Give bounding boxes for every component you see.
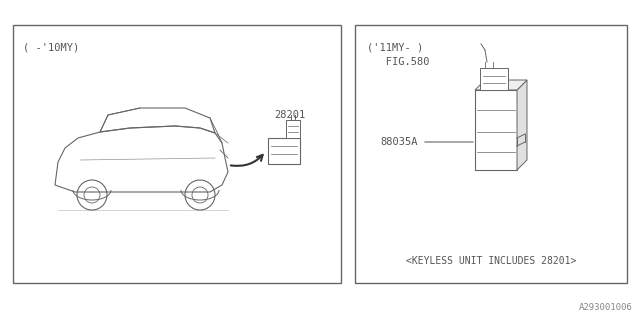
Polygon shape [475,80,527,90]
Text: ('11MY- ): ('11MY- ) [367,43,423,53]
Bar [268,138,300,164]
Bar [286,120,300,138]
Bar [475,90,517,170]
Bar [355,25,627,283]
Text: A293001006: A293001006 [579,303,633,312]
Bar [480,68,508,90]
Text: 88035A: 88035A [380,137,417,147]
Text: ( -'10MY): ( -'10MY) [23,43,79,53]
Polygon shape [517,80,527,170]
Text: <KEYLESS UNIT INCLUDES 28201>: <KEYLESS UNIT INCLUDES 28201> [406,256,576,266]
Text: FIG.580: FIG.580 [367,57,429,67]
Text: 28201: 28201 [274,110,305,120]
Bar [13,25,341,283]
